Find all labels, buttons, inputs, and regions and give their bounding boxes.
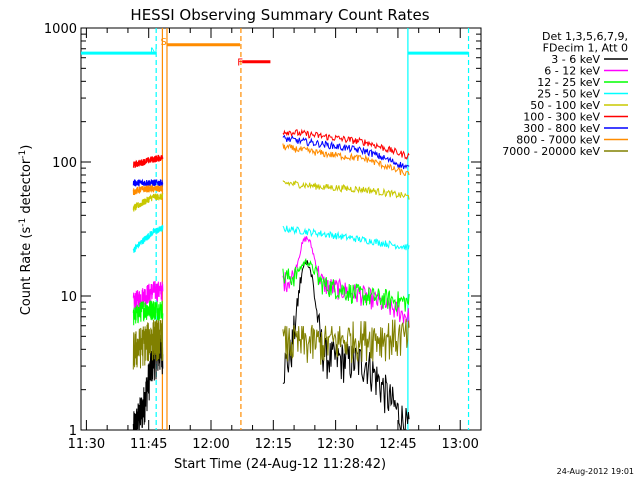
legend-header: Det 1,3,5,6,7,9, xyxy=(542,30,628,43)
x-tick-label: 12:30 xyxy=(317,437,354,452)
legend-label: 300 - 800 keV xyxy=(523,122,600,135)
legend-label: 6 - 12 keV xyxy=(544,65,600,78)
x-tick-label: 13:00 xyxy=(441,437,478,452)
x-tick-label: 12:15 xyxy=(255,437,292,452)
series-line-6 xyxy=(132,134,410,188)
legend-label: 12 - 25 keV xyxy=(537,76,600,89)
y-axis-label: Count Rate (s-1 detector-1) xyxy=(18,145,34,316)
marker-label: S xyxy=(160,37,166,48)
x-tick-label: 12:45 xyxy=(379,437,416,452)
legend: Det 1,3,5,6,7,9,FDecim 1, Att 03 - 6 keV… xyxy=(502,30,628,158)
plot-frame xyxy=(80,27,482,431)
y-tick-label: 100 xyxy=(52,156,77,171)
marker-label: F xyxy=(237,58,243,69)
legend-label: 25 - 50 keV xyxy=(537,88,600,101)
timestamp: 24-Aug-2012 19:01 xyxy=(557,467,634,476)
legend-label: 7000 - 20000 keV xyxy=(502,145,600,158)
legend-header: FDecim 1, Att 0 xyxy=(543,42,628,55)
legend-label: 3 - 6 keV xyxy=(551,53,600,66)
x-tick-label: 11:30 xyxy=(68,437,105,452)
series-line-5 xyxy=(132,128,410,168)
series-line-7 xyxy=(132,143,410,196)
y-tick-label: 1 xyxy=(69,424,77,439)
series-line-4 xyxy=(132,180,410,212)
series-line-8 xyxy=(132,319,410,370)
chart-title: HESSI Observing Summary Count Rates xyxy=(130,6,429,24)
plot-area: 1 10 100 1000 11:30 11:45 12:00 12:15 12:30 12:45… xyxy=(44,22,482,452)
series-line-3 xyxy=(132,224,410,253)
series-layer: SN F xyxy=(81,28,470,430)
x-tick-label: 12:00 xyxy=(192,437,229,452)
x-tick-label: 11:45 xyxy=(130,437,167,452)
legend-label: 800 - 7000 keV xyxy=(516,134,600,147)
marker-label: N xyxy=(150,46,157,57)
series-line-1 xyxy=(132,236,410,327)
y-tick-label: 1000 xyxy=(44,22,77,37)
legend-label: 50 - 100 keV xyxy=(530,99,600,112)
legend-label: 100 - 300 keV xyxy=(523,111,600,124)
x-axis-label: Start Time (24-Aug-12 11:28:42) xyxy=(174,457,386,472)
series-line-2 xyxy=(132,257,410,326)
y-tick-label: 10 xyxy=(60,290,77,305)
